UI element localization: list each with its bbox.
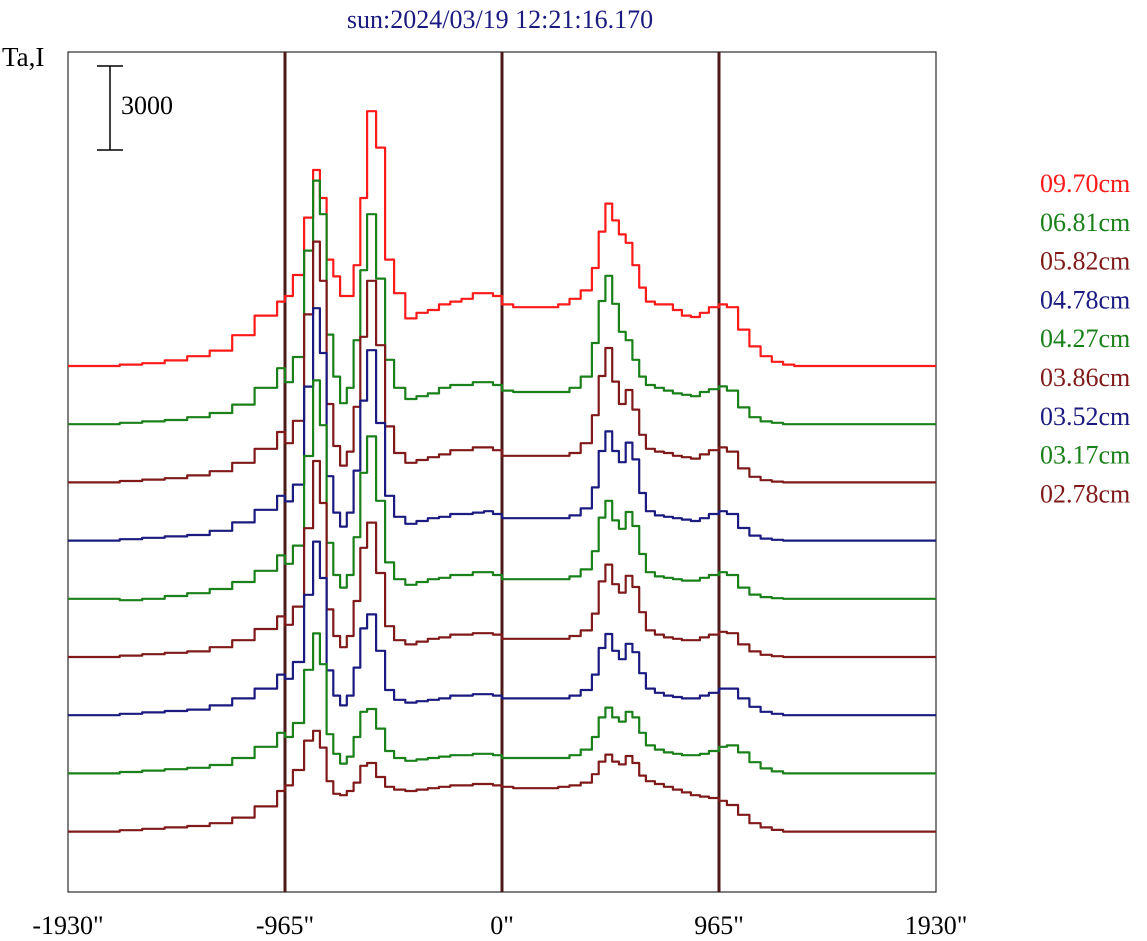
legend-entry: 04.78cm: [1040, 285, 1130, 314]
x-tick-label: 965": [694, 911, 744, 940]
series-line-03.17cm: [68, 632, 936, 775]
scale-bar: 3000: [97, 65, 173, 151]
vertical-lines: [283, 52, 721, 892]
chart-title: sun:2024/03/19 12:21:16.170: [347, 5, 653, 34]
legend-entry: 03.52cm: [1040, 402, 1130, 431]
series-line-03.52cm: [68, 540, 936, 717]
x-tick-label: -965": [256, 911, 314, 940]
series-line-04.78cm: [68, 307, 936, 542]
series-line-09.70cm: [68, 110, 936, 368]
legend-entry: 06.81cm: [1040, 208, 1130, 237]
series-layer: [68, 110, 936, 833]
x-tick-label: 0": [490, 911, 514, 940]
series-line-04.27cm: [68, 379, 936, 602]
x-tick-labels: -1930" -965" 0" 965" 1930": [32, 911, 967, 940]
series-line-03.86cm: [68, 459, 936, 659]
series-line-02.78cm: [68, 729, 936, 833]
legend-entry: 03.17cm: [1040, 441, 1130, 470]
legend: 09.70cm 06.81cm 05.82cm 04.78cm 04.27cm 03.86…: [1040, 169, 1130, 508]
x-tick-label: -1930": [32, 911, 103, 940]
legend-entry: 04.27cm: [1040, 324, 1130, 353]
y-axis-label: Ta,I: [2, 42, 44, 72]
legend-entry: 09.70cm: [1040, 169, 1130, 198]
series-line-05.82cm: [68, 240, 936, 484]
scale-bar-label: 3000: [121, 91, 173, 120]
legend-entry: 05.82cm: [1040, 247, 1130, 276]
x-tick-label: 1930": [905, 911, 968, 940]
legend-entry: 03.86cm: [1040, 363, 1130, 392]
legend-entry: 02.78cm: [1040, 479, 1130, 508]
series-line-06.81cm: [68, 179, 936, 426]
